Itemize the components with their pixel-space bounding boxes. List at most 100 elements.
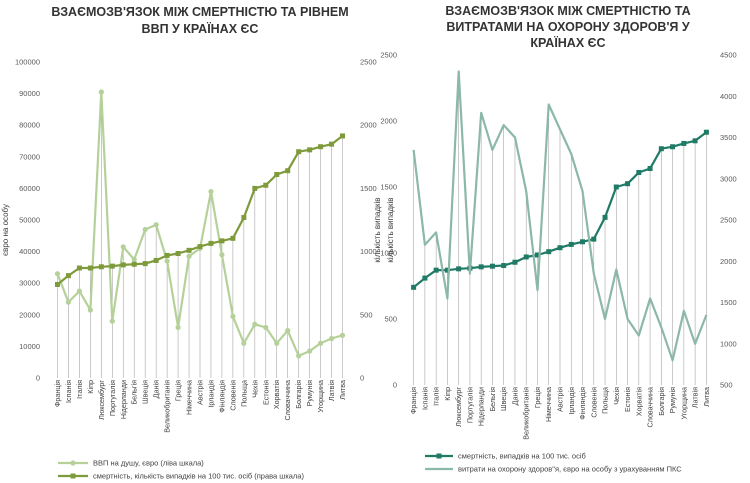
series-0-point [411, 284, 417, 290]
x-category-label: Німеччина [544, 387, 553, 422]
x-category-label: Угорщина [679, 387, 688, 420]
y-right-tick-label: 2000 [720, 257, 737, 266]
series-0-point [703, 129, 709, 135]
series-1-point [208, 240, 214, 246]
x-category-label: Іспанія [64, 380, 73, 403]
series-0-point [546, 249, 552, 255]
series-1-point [109, 263, 115, 269]
y-left-tick-label: 90000 [19, 89, 40, 98]
x-category-label: Нідерланди [477, 387, 486, 426]
x-category-label: Польща [239, 380, 248, 407]
y-left-tick-label: 500 [384, 315, 397, 324]
y-right-tick-label: 3000 [720, 174, 737, 183]
legend-swatch-marker [436, 453, 442, 459]
series-0-point [557, 245, 563, 251]
y-right-tick-label: 500 [720, 381, 733, 390]
y-left-tick-label: 30000 [19, 279, 40, 288]
legend-label: смертність, кількість випадків на 100 ти… [93, 472, 304, 481]
series-0-point [501, 263, 507, 269]
series-1-point [197, 244, 203, 250]
legend-swatch-marker [70, 460, 76, 466]
y-right-axis-title: кількість випадків [373, 197, 382, 262]
series-0-point [339, 332, 346, 338]
x-category-label: Бельгія [488, 387, 497, 412]
series-1-point [230, 235, 236, 241]
y-right-tick-label: 4000 [720, 92, 737, 101]
series-0-point [670, 144, 676, 150]
series-1-point [307, 147, 313, 153]
series-0-point [274, 340, 280, 346]
series-0-point [489, 263, 495, 269]
series-1-point [120, 262, 126, 268]
y-left-tick-label: 100000 [15, 58, 40, 67]
legend-label: ВВП на душу, євро (ліва шкала) [93, 459, 204, 468]
x-category-label: Люксембург [454, 387, 463, 427]
series-0-point [153, 222, 159, 228]
x-category-label: Ірландія [567, 387, 576, 415]
series-0-point [252, 321, 258, 327]
x-category-label: Чехія [612, 387, 621, 405]
x-category-label: Литва [338, 380, 347, 400]
x-category-label: Угорщина [316, 380, 325, 413]
y-right-tick-label: 1000 [360, 247, 377, 256]
x-category-label: Великобританія [163, 380, 172, 433]
y-right-tick-label: 0 [360, 374, 364, 383]
series-1-point [153, 257, 159, 263]
series-0-point [296, 353, 302, 359]
x-category-label: Австрія [556, 387, 565, 412]
y-left-axis-title: кількість випадків [386, 197, 395, 262]
series-0-point [613, 184, 619, 190]
x-category-label: Данія [510, 387, 519, 405]
series-0-point [636, 169, 642, 175]
y-right-tick-label: 2000 [360, 121, 377, 130]
series-0-point [422, 275, 428, 281]
series-0-point [591, 236, 597, 242]
y-right-tick-label: 1000 [720, 339, 737, 348]
chart-health-spending-mortality: ВЗАЄМОЗВ'ЯЗОК МІЖ СМЕРТНІСТЮ ТА ВИТРАТАМИ… [380, 4, 736, 474]
y-left-axis-title: євро на особу [1, 204, 10, 256]
chart-title: ВЗАЄМОЗВ'ЯЗОК МІЖ СМЕРТНІСТЮ ТА [445, 4, 690, 18]
y-right-tick-label: 500 [360, 310, 373, 319]
x-category-label: Естонія [623, 387, 632, 412]
chart-title: ВИТРАТАМИ НА ОХОРОНУ ЗДОРОВ'Я У [446, 20, 690, 34]
series-0-point [568, 241, 574, 247]
series-1-point [65, 273, 71, 279]
x-category-label: Фінляндія [217, 380, 226, 413]
x-category-label: Швеція [499, 387, 508, 411]
series-1-point [175, 250, 181, 256]
series-1-point [340, 133, 346, 139]
x-category-label: Нідерланди [119, 380, 128, 419]
series-0-point [478, 264, 484, 270]
x-category-label: Естонія [261, 380, 270, 405]
y-left-tick-label: 0 [36, 374, 40, 383]
series-0-point [307, 348, 313, 354]
series-0-point [285, 328, 291, 334]
y-left-tick-label: 20000 [19, 310, 40, 319]
series-1-point [87, 265, 93, 271]
series-1-point [164, 252, 170, 258]
x-category-label: Італія [75, 380, 84, 399]
series-1-point [241, 214, 247, 220]
x-category-label: Греція [533, 387, 542, 408]
chart-title: КРАЇНАХ ЄС [530, 35, 605, 50]
y-left-tick-label: 0 [393, 381, 397, 390]
y-left-tick-label: 10000 [19, 342, 40, 351]
series-0-point [175, 324, 181, 331]
series-1-point [329, 141, 335, 147]
series-0-point [444, 267, 450, 273]
x-category-label: Італія [432, 387, 441, 406]
series-0-point [456, 266, 462, 272]
y-left-tick-label: 1500 [380, 183, 397, 192]
x-category-label: Кіпр [86, 380, 95, 394]
series-1-point [54, 281, 60, 287]
x-category-label: Болгарія [294, 380, 303, 409]
x-category-label: Словенія [228, 380, 237, 411]
y-left-tick-label: 2000 [380, 117, 397, 126]
series-0-point [317, 340, 324, 346]
y-left-tick-label: 1000 [380, 249, 397, 258]
series-line-1 [412, 70, 708, 362]
y-right-tick-label: 4500 [720, 51, 737, 60]
x-category-label: Хорватія [634, 387, 643, 416]
series-0-point [131, 256, 137, 263]
x-category-label: Австрія [196, 380, 205, 405]
